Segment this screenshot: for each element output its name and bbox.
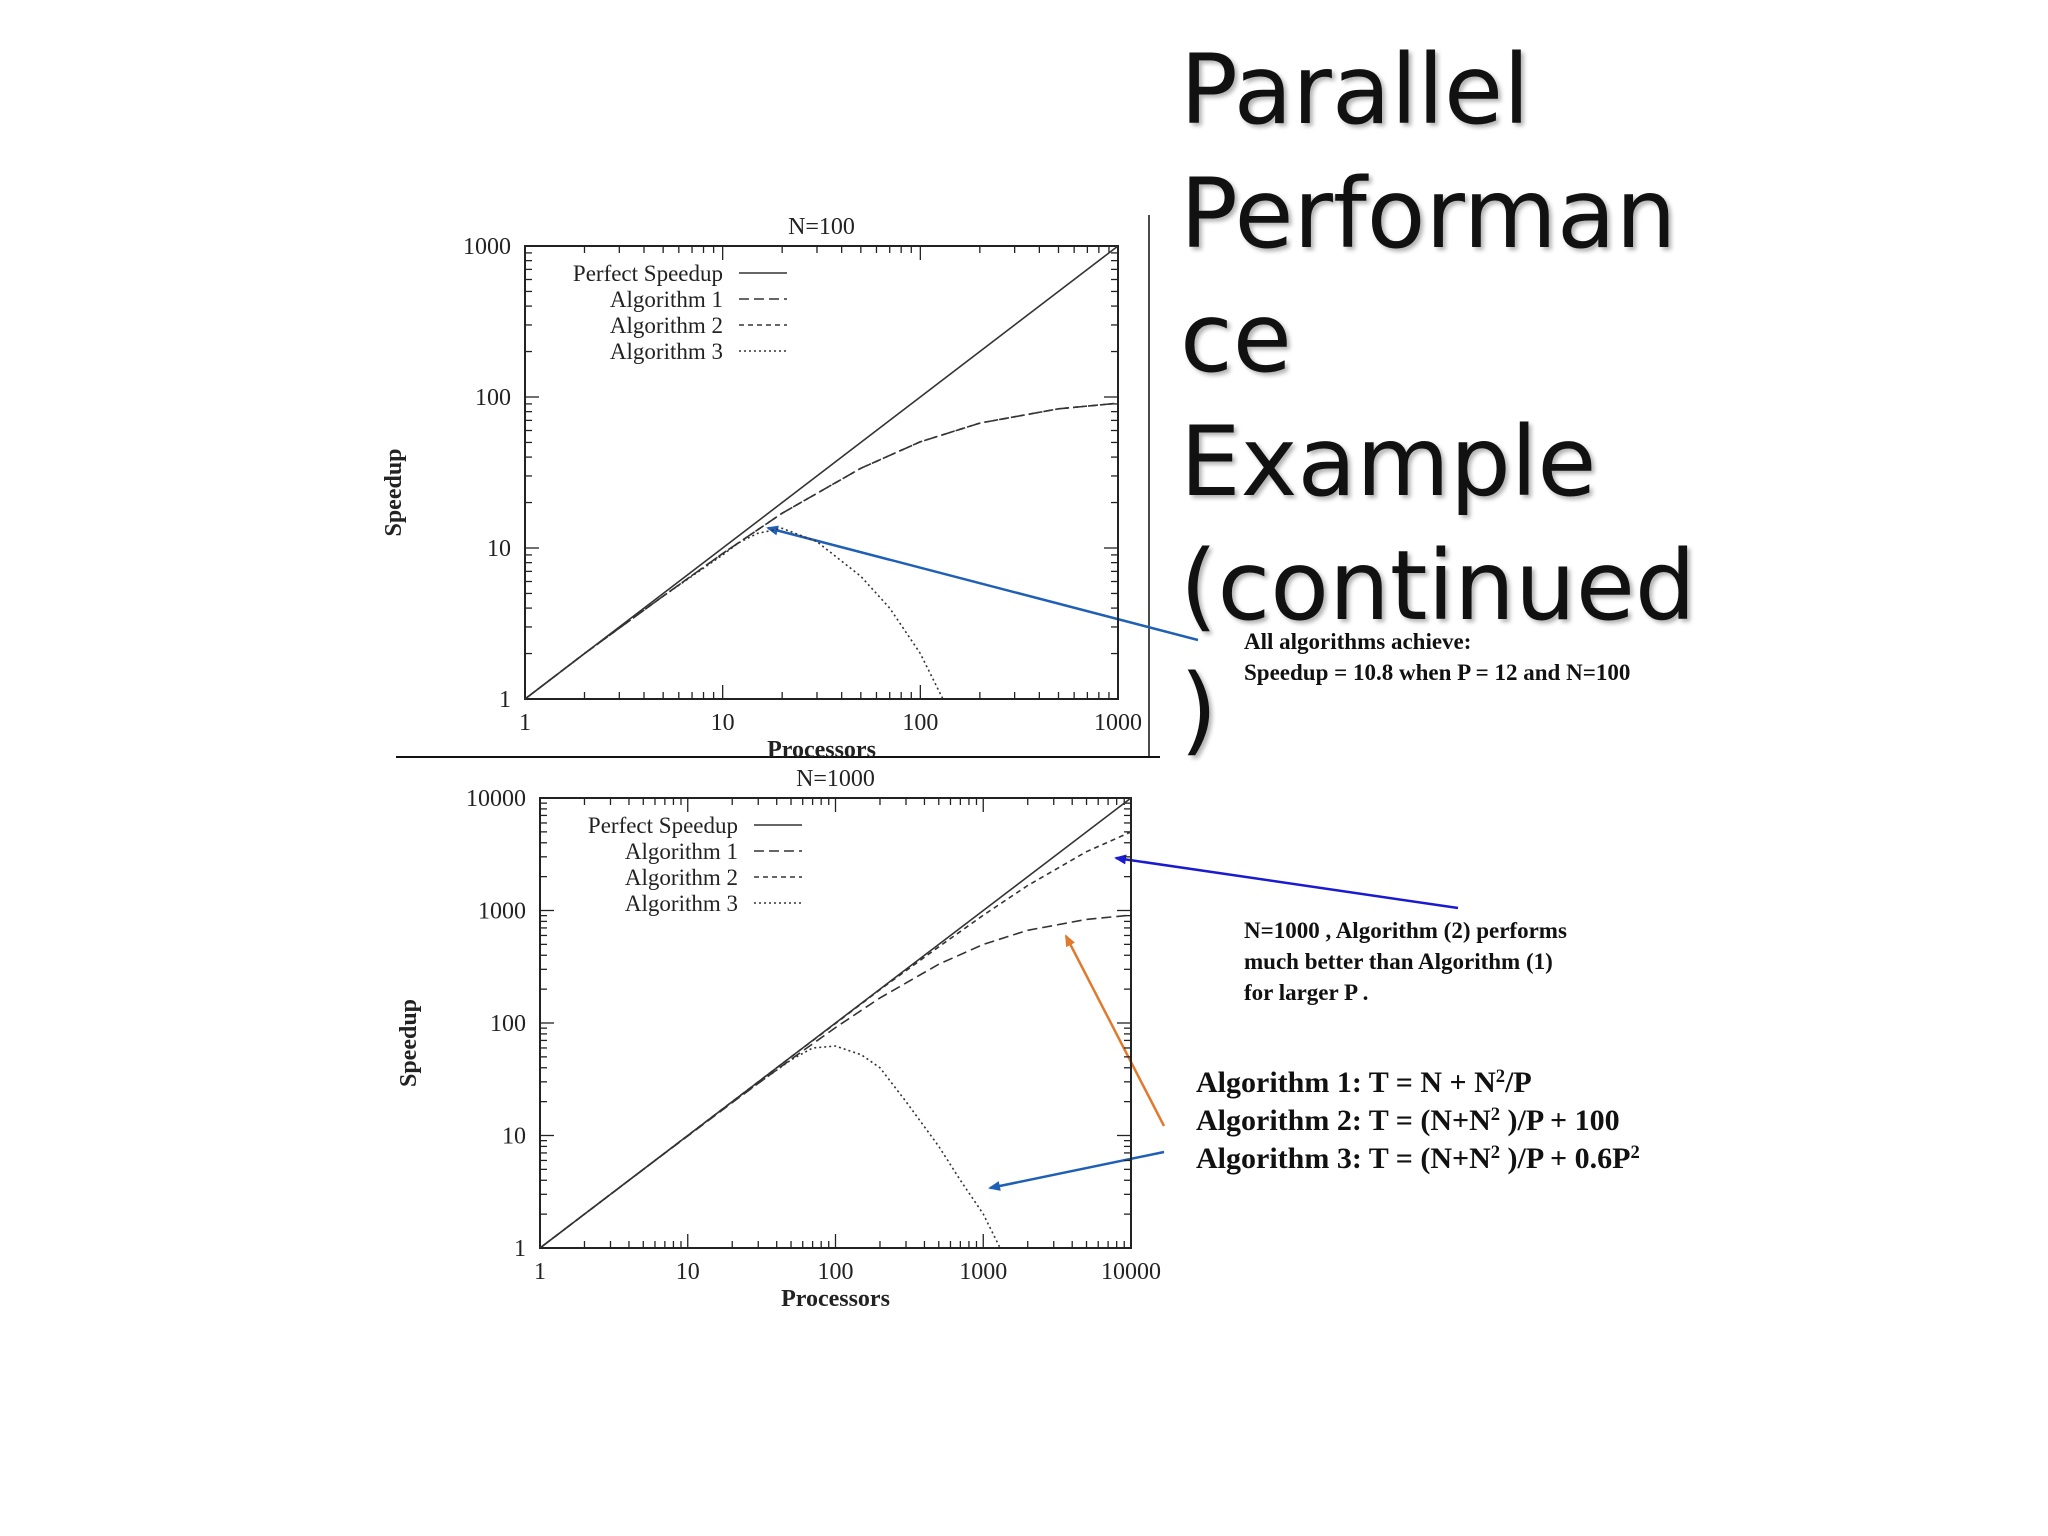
chart2-legend-label-4: Algorithm 3	[625, 891, 738, 916]
note-top-line-1: All algorithms achieve:	[1244, 629, 1472, 654]
chart2-series-2-line	[539, 914, 1132, 1249]
chart2-x-tick-label: 1	[534, 1259, 546, 1285]
chart2-series-4-line	[539, 1045, 1001, 1249]
chart1-y-tick-label: 1	[499, 687, 511, 713]
chart2-legend-label-2: Algorithm 1	[625, 839, 738, 864]
formula-3-text: Algorithm 3: T = (N+N	[1196, 1142, 1491, 1175]
title-line-2: Performan	[1180, 158, 1677, 270]
chart1-y-axis-label: Speedup	[381, 448, 407, 536]
formula-1-tail: /P	[1505, 1066, 1532, 1099]
chart1-x-tick-label: 1	[519, 710, 531, 736]
chart1-plot-frame	[524, 245, 1119, 700]
formula-algorithm-1: Algorithm 1: T = N + N2/P	[1196, 1064, 1532, 1102]
chart2-x-tick-label: 10	[676, 1259, 700, 1285]
formula-2-exponent: 2	[1490, 1103, 1501, 1125]
chart2-y-tick-label: 1000	[478, 899, 526, 925]
chart1-y-tick-label: 1000	[463, 234, 511, 260]
chart1-series-1-line	[524, 245, 1119, 700]
chart1-x-tick-label: 1000	[1094, 710, 1142, 736]
chart2-y-tick-label: 10000	[466, 786, 526, 812]
chart1-legend-label-4: Algorithm 3	[610, 339, 723, 364]
title-line-3: ce	[1180, 282, 1292, 394]
chart1-legend-label-1: Perfect Speedup	[573, 261, 723, 286]
arrow-all-algorithms	[766, 525, 1199, 642]
chart2-x-axis-label: Processors	[781, 1286, 890, 1312]
formula-algorithm-3: Algorithm 3: T = (N+N2 )/P + 0.6P2	[1196, 1140, 1640, 1178]
title-line-6: )	[1180, 654, 1218, 766]
note-top: All algorithms achieve: Speedup = 10.8 w…	[1244, 626, 1630, 688]
chart2-series-3-line	[539, 831, 1132, 1249]
chart2-x-tick-label: 100	[818, 1259, 854, 1285]
chart2-legend-label-3: Algorithm 2	[625, 865, 738, 890]
formula-algorithm-2: Algorithm 2: T = (N+N2 )/P + 100	[1196, 1102, 1620, 1140]
chart1-series-4-line	[524, 527, 944, 700]
formula-3-exponent-2: 2	[1630, 1141, 1640, 1163]
note-mid-line-3: for larger P .	[1244, 980, 1369, 1005]
chart2-y-tick-label: 1	[514, 1236, 526, 1262]
formula-3-tail: )/P + 0.6P	[1500, 1142, 1631, 1175]
title-line-4: Example	[1180, 406, 1597, 518]
chart1-series-3-line	[524, 402, 1119, 700]
formula-1-text: Algorithm 1: T = N + N	[1196, 1066, 1496, 1099]
chart2-x-tick-label: 1000	[959, 1259, 1007, 1285]
chart1-series-2-line	[524, 402, 1119, 700]
formula-2-tail: )/P + 100	[1500, 1104, 1620, 1137]
chart2-x-tick-label: 10000	[1101, 1259, 1161, 1285]
chart1-chart-title: N=100	[788, 214, 855, 240]
arrow-algorithm-1	[1064, 934, 1166, 1127]
chart1-y-tick-label: 100	[475, 385, 511, 411]
note-top-line-2: Speedup = 10.8 when P = 12 and N=100	[1244, 660, 1631, 685]
chart2-y-axis-label: Speedup	[396, 999, 422, 1087]
formula-1-exponent: 2	[1495, 1065, 1506, 1087]
arrow-algorithm-2	[1114, 854, 1459, 910]
chart1-legend-label-3: Algorithm 2	[610, 313, 723, 338]
note-mid: N=1000 , Algorithm (2) performs much bet…	[1244, 915, 1567, 1008]
formula-2-text: Algorithm 2: T = (N+N	[1196, 1104, 1491, 1137]
title-line-1: Parallel	[1180, 34, 1530, 146]
note-mid-line-1: N=1000 , Algorithm (2) performs	[1244, 918, 1567, 943]
chart1-x-tick-label: 10	[711, 710, 735, 736]
title-line-5: (continued	[1180, 530, 1696, 642]
chart1-legend-label-2: Algorithm 1	[610, 287, 723, 312]
formula-3-exponent: 2	[1490, 1141, 1501, 1163]
chart2-y-tick-label: 100	[490, 1011, 526, 1037]
chart1-x-tick-label: 100	[902, 710, 938, 736]
chart2-y-tick-label: 10	[502, 1124, 526, 1150]
chart1-x-axis-label: Processors	[767, 737, 876, 763]
note-mid-line-2: much better than Algorithm (1)	[1244, 949, 1553, 974]
chart1-y-tick-label: 10	[487, 536, 511, 562]
chart2-legend-label-1: Perfect Speedup	[588, 813, 738, 838]
chart2-chart-title: N=1000	[796, 766, 875, 792]
arrow-algorithm-3	[988, 1150, 1165, 1191]
